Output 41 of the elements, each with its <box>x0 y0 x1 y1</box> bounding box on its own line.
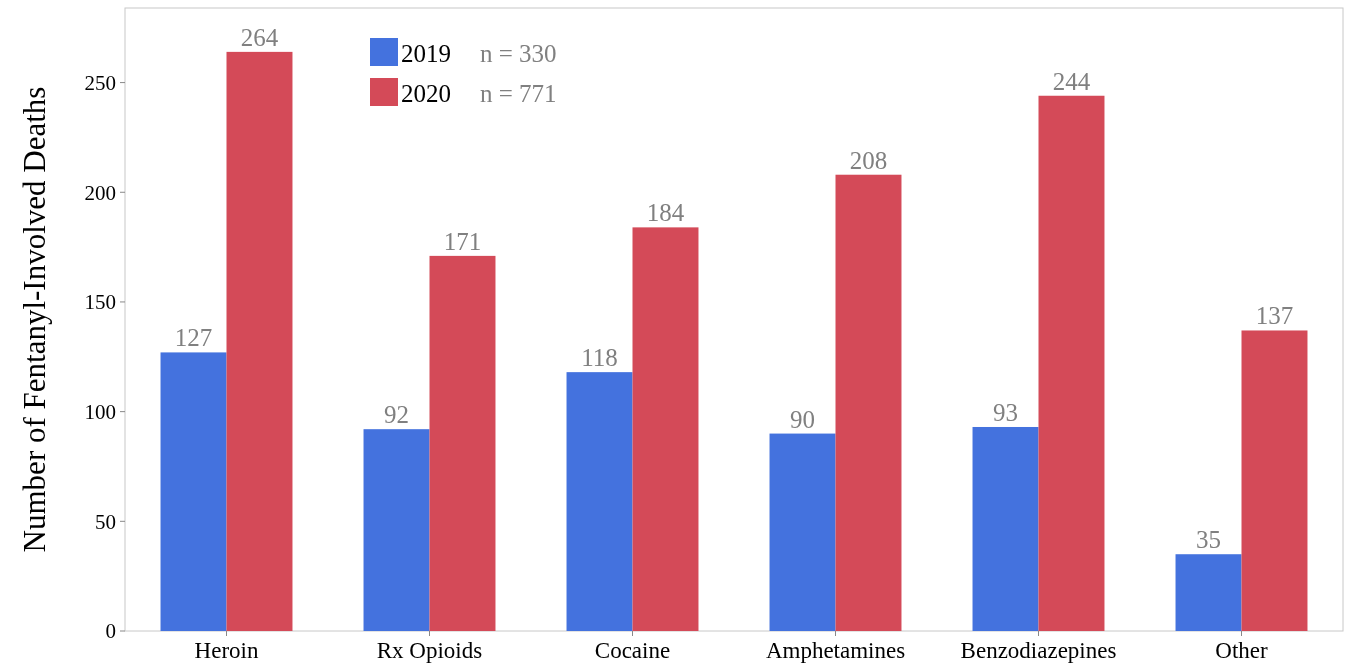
data-label: 93 <box>993 398 1019 426</box>
data-label: 184 <box>646 199 685 227</box>
data-label: 35 <box>1196 526 1222 554</box>
y-tick-label: 50 <box>95 509 116 534</box>
y-tick-label: 150 <box>84 290 116 315</box>
bar <box>835 174 902 631</box>
data-label: 118 <box>581 344 618 372</box>
x-tick-label: Benzodiazepines <box>960 638 1117 663</box>
x-tick-label: Rx Opioids <box>376 638 483 663</box>
x-tick-label: Cocaine <box>594 638 671 663</box>
data-label: 264 <box>240 23 279 51</box>
data-label: 127 <box>174 324 213 352</box>
bar <box>363 429 430 631</box>
bar <box>972 426 1039 631</box>
bar <box>429 255 496 631</box>
data-label: 171 <box>443 227 482 255</box>
bar <box>769 433 836 631</box>
y-tick-label: 200 <box>84 180 116 205</box>
annotation: n = 330 <box>480 40 557 67</box>
data-label: 92 <box>384 401 410 429</box>
data-label: 90 <box>790 405 816 433</box>
bar <box>632 227 699 631</box>
legend-label: 2019 <box>401 40 451 67</box>
data-label: 137 <box>1255 302 1294 330</box>
y-tick-label: 100 <box>84 399 116 424</box>
data-label: 208 <box>849 146 888 174</box>
x-tick-label: Heroin <box>194 638 259 663</box>
bar <box>1038 95 1105 631</box>
y-axis-title: Number of Fentanyl-Involved Deaths <box>17 86 52 553</box>
bar <box>160 352 227 631</box>
y-tick-label: 0 <box>105 619 116 644</box>
bar <box>1175 554 1242 631</box>
x-tick-label: Amphetamines <box>765 638 906 663</box>
legend-label: 2020 <box>401 80 451 107</box>
x-tick-label: Other <box>1215 638 1269 663</box>
bar <box>226 51 293 631</box>
y-tick-label: 250 <box>84 70 116 95</box>
bar <box>1241 330 1308 631</box>
data-label: 244 <box>1052 67 1091 95</box>
annotation: n = 771 <box>480 80 557 107</box>
bar <box>566 372 633 631</box>
